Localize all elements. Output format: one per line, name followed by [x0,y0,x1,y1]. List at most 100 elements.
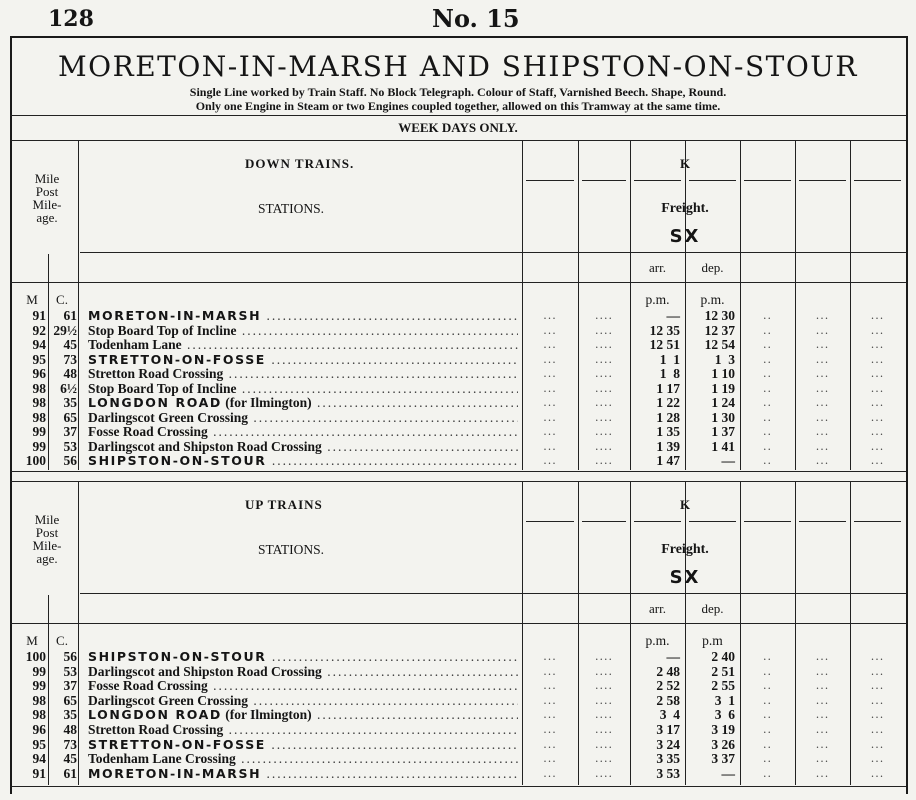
empty-cell: ... [870,410,885,424]
departure-time: 2 55 [711,678,735,694]
station-name: Stop Board Top of Incline ..............… [88,381,518,397]
arrival-time: 1 8 [659,366,680,381]
mile-value: 98 [32,380,47,396]
station-note: (for Ilmington) [221,395,312,410]
station-note: (for Ilmington) [221,707,312,723]
departure-time: 1 41 [711,438,735,454]
header-rule [744,521,791,522]
empty-cell: .... [595,766,613,780]
empty-cell: .... [595,708,613,722]
empty-cell: .... [595,396,613,409]
mile-value: 100 [25,649,46,664]
section-title: UP TRAINS [245,497,323,512]
header-rule [634,521,681,522]
station-label: LONGDON ROAD [88,395,222,410]
empty-cell: ... [543,425,557,438]
dot-leader: ........................................… [271,649,518,664]
empty-cell: ... [870,737,885,751]
arrival-time: 2 48 [656,663,680,679]
mile-value: 98 [32,409,47,425]
dot-leader: ........................................… [271,453,518,468]
header-rule [689,521,736,522]
empty-cell: ... [543,381,557,395]
station-name: STRETTON-ON-FOSSE ......................… [88,737,518,753]
empty-cell: ... [815,309,830,322]
miles-label: M [26,292,38,307]
header-rule [10,623,906,624]
empty-cell: .. [763,650,772,663]
departure-time: 2 51 [711,663,735,679]
empty-cell: .. [763,323,772,337]
column-rule [685,140,686,470]
chains-label: C. [56,633,68,648]
column-rule [795,481,796,785]
column-rule [685,481,686,785]
empty-cell: .... [595,723,613,736]
dep-label: dep. [701,601,724,616]
mile-post-header: Mile- [32,538,62,553]
departure-time: — [721,765,736,781]
empty-cell: ... [815,664,830,678]
empty-cell: .... [595,352,613,366]
station-name: Todenham Lane ..........................… [88,337,518,353]
departure-time: 1 24 [711,395,735,410]
arrival-time: 3 17 [656,722,680,737]
station-label: LONGDON ROAD [88,707,222,723]
chain-value: 37 [63,424,78,439]
station-label: Darlingscot and Shipston Road Crossing [88,663,322,679]
dot-leader: ........................................… [241,751,518,767]
station-name: MORETON-IN-MARSH .......................… [88,308,518,324]
mile-value: 94 [32,751,47,767]
station-label: Todenham Lane Crossing [88,751,236,767]
departure-time: 1 30 [711,409,735,425]
engine-restriction: Only one Engine in Steam or two Engines … [195,99,721,113]
empty-cell: ... [815,679,830,693]
empty-cell: ... [815,737,830,751]
station-label: MORETON-IN-MARSH [88,308,262,323]
empty-cell: ... [870,752,885,766]
departure-time: 1 10 [711,366,735,381]
column-rule [630,140,631,470]
empty-cell: ... [543,439,557,453]
chain-value: 45 [63,337,78,352]
departure-time: 1 37 [711,424,735,439]
column-rule [78,140,79,470]
departure-time: 12 54 [704,337,735,352]
station-label: STRETTON-ON-FOSSE [88,351,266,367]
table-number: No. 15 [432,4,520,33]
arrival-time: 1 39 [656,438,680,454]
station-label: Stop Board Top of Incline [88,380,237,396]
empty-cell: ... [543,766,557,780]
empty-cell: .. [763,381,772,395]
departure-time: 1 19 [711,380,735,396]
empty-cell: ... [815,396,830,409]
empty-cell: .. [763,410,772,424]
station-name: Darlingscot Green Crossing .............… [88,410,518,426]
empty-cell: ... [815,410,830,424]
arrival-time: 1 1 [659,351,680,367]
empty-cell: .. [763,439,772,453]
station-label: Todenham Lane [88,337,182,352]
chain-value: 53 [63,663,78,679]
station-name: MORETON-IN-MARSH .......................… [88,766,518,782]
mile-post-header: Mile- [32,197,62,212]
chain-value: 61 [63,308,78,323]
arrival-time: — [666,649,681,664]
arrival-time: 1 28 [656,409,680,425]
empty-cell: .. [763,309,772,322]
empty-cell: ... [815,439,830,453]
empty-cell: ... [543,323,557,337]
empty-cell: ... [815,650,830,663]
chain-value: 6½ [60,380,77,396]
departure-time: 2 40 [711,649,735,664]
station-label: Stretton Road Crossing [88,722,224,737]
empty-cell: ... [543,338,557,351]
departure-time: — [721,453,736,468]
departure-time: 3 1 [714,692,735,708]
station-name: STRETTON-ON-FOSSE ......................… [88,352,518,368]
days-label: WEEK DAYS ONLY. [398,120,518,135]
column-rule [740,481,741,785]
column-rule [78,481,79,785]
train-code: K [679,497,691,512]
dot-leader: ........................................… [187,337,518,352]
